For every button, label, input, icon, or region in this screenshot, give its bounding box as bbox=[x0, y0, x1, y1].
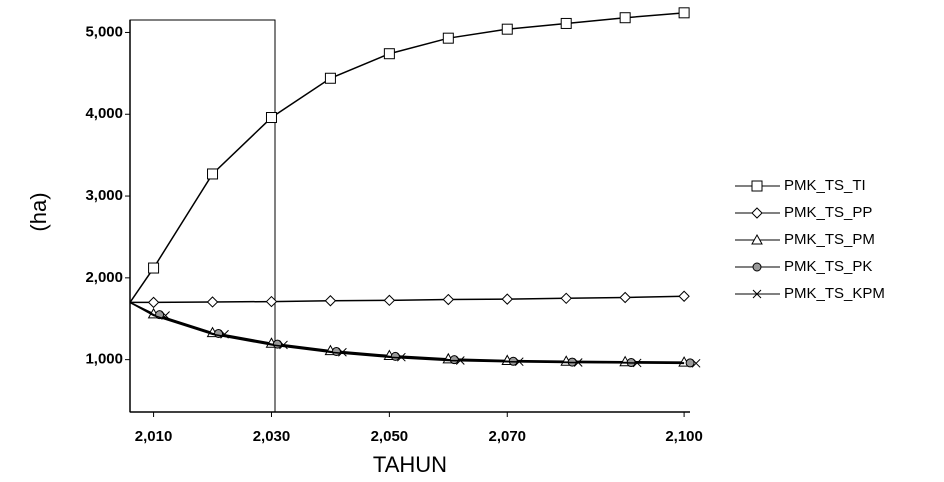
marker bbox=[147, 296, 160, 309]
marker bbox=[691, 358, 701, 368]
marker bbox=[148, 262, 160, 274]
x-axis-title: TAHUN bbox=[373, 452, 447, 477]
marker bbox=[685, 358, 695, 368]
y-tick-label: 1,000 bbox=[85, 351, 123, 368]
legend-label: PMK_TS_PM bbox=[784, 231, 875, 248]
x-tick-label: 2,070 bbox=[488, 428, 526, 445]
marker bbox=[220, 329, 229, 339]
x-tick-label: 2,010 bbox=[135, 428, 173, 445]
marker bbox=[161, 311, 170, 320]
marker bbox=[324, 72, 336, 84]
highlight-box bbox=[129, 19, 276, 413]
marker bbox=[324, 295, 337, 307]
x-tick-label: 2,100 bbox=[665, 428, 703, 445]
series-line bbox=[129, 12, 685, 303]
marker bbox=[678, 7, 690, 19]
marker bbox=[501, 293, 513, 305]
marker bbox=[752, 262, 762, 272]
legend-label: PMK_TS_PK bbox=[784, 258, 872, 275]
legend-label: PMK_TS_KPM bbox=[784, 285, 885, 302]
x-tick-label: 2,030 bbox=[253, 428, 291, 445]
marker bbox=[206, 296, 219, 308]
marker bbox=[751, 233, 763, 245]
legend-label: PMK_TS_TI bbox=[784, 177, 866, 194]
marker bbox=[560, 17, 572, 29]
legend-label: PMK_TS_PP bbox=[784, 204, 872, 221]
marker bbox=[619, 291, 631, 304]
marker bbox=[442, 293, 455, 306]
marker bbox=[678, 290, 690, 302]
marker bbox=[751, 207, 763, 219]
marker bbox=[514, 357, 524, 367]
marker bbox=[207, 168, 219, 180]
marker bbox=[752, 289, 762, 299]
marker bbox=[560, 292, 572, 305]
marker bbox=[573, 358, 583, 367]
marker bbox=[455, 356, 465, 365]
marker bbox=[383, 48, 395, 60]
y-tick-label: 4,000 bbox=[85, 105, 123, 122]
marker bbox=[751, 180, 763, 192]
marker bbox=[442, 32, 454, 44]
series-line bbox=[129, 301, 685, 365]
marker bbox=[397, 352, 406, 362]
marker bbox=[265, 112, 277, 124]
marker bbox=[383, 294, 396, 307]
marker bbox=[449, 355, 459, 365]
marker bbox=[265, 295, 278, 308]
marker bbox=[501, 23, 513, 35]
marker bbox=[279, 340, 288, 350]
y-axis-title: (ha) bbox=[26, 192, 51, 231]
y-tick-label: 5,000 bbox=[85, 23, 123, 40]
marker bbox=[619, 12, 631, 24]
y-tick-label: 3,000 bbox=[85, 187, 123, 204]
marker bbox=[632, 358, 642, 368]
y-tick-label: 2,000 bbox=[85, 269, 123, 286]
marker bbox=[338, 347, 347, 357]
x-tick-label: 2,050 bbox=[371, 428, 409, 445]
